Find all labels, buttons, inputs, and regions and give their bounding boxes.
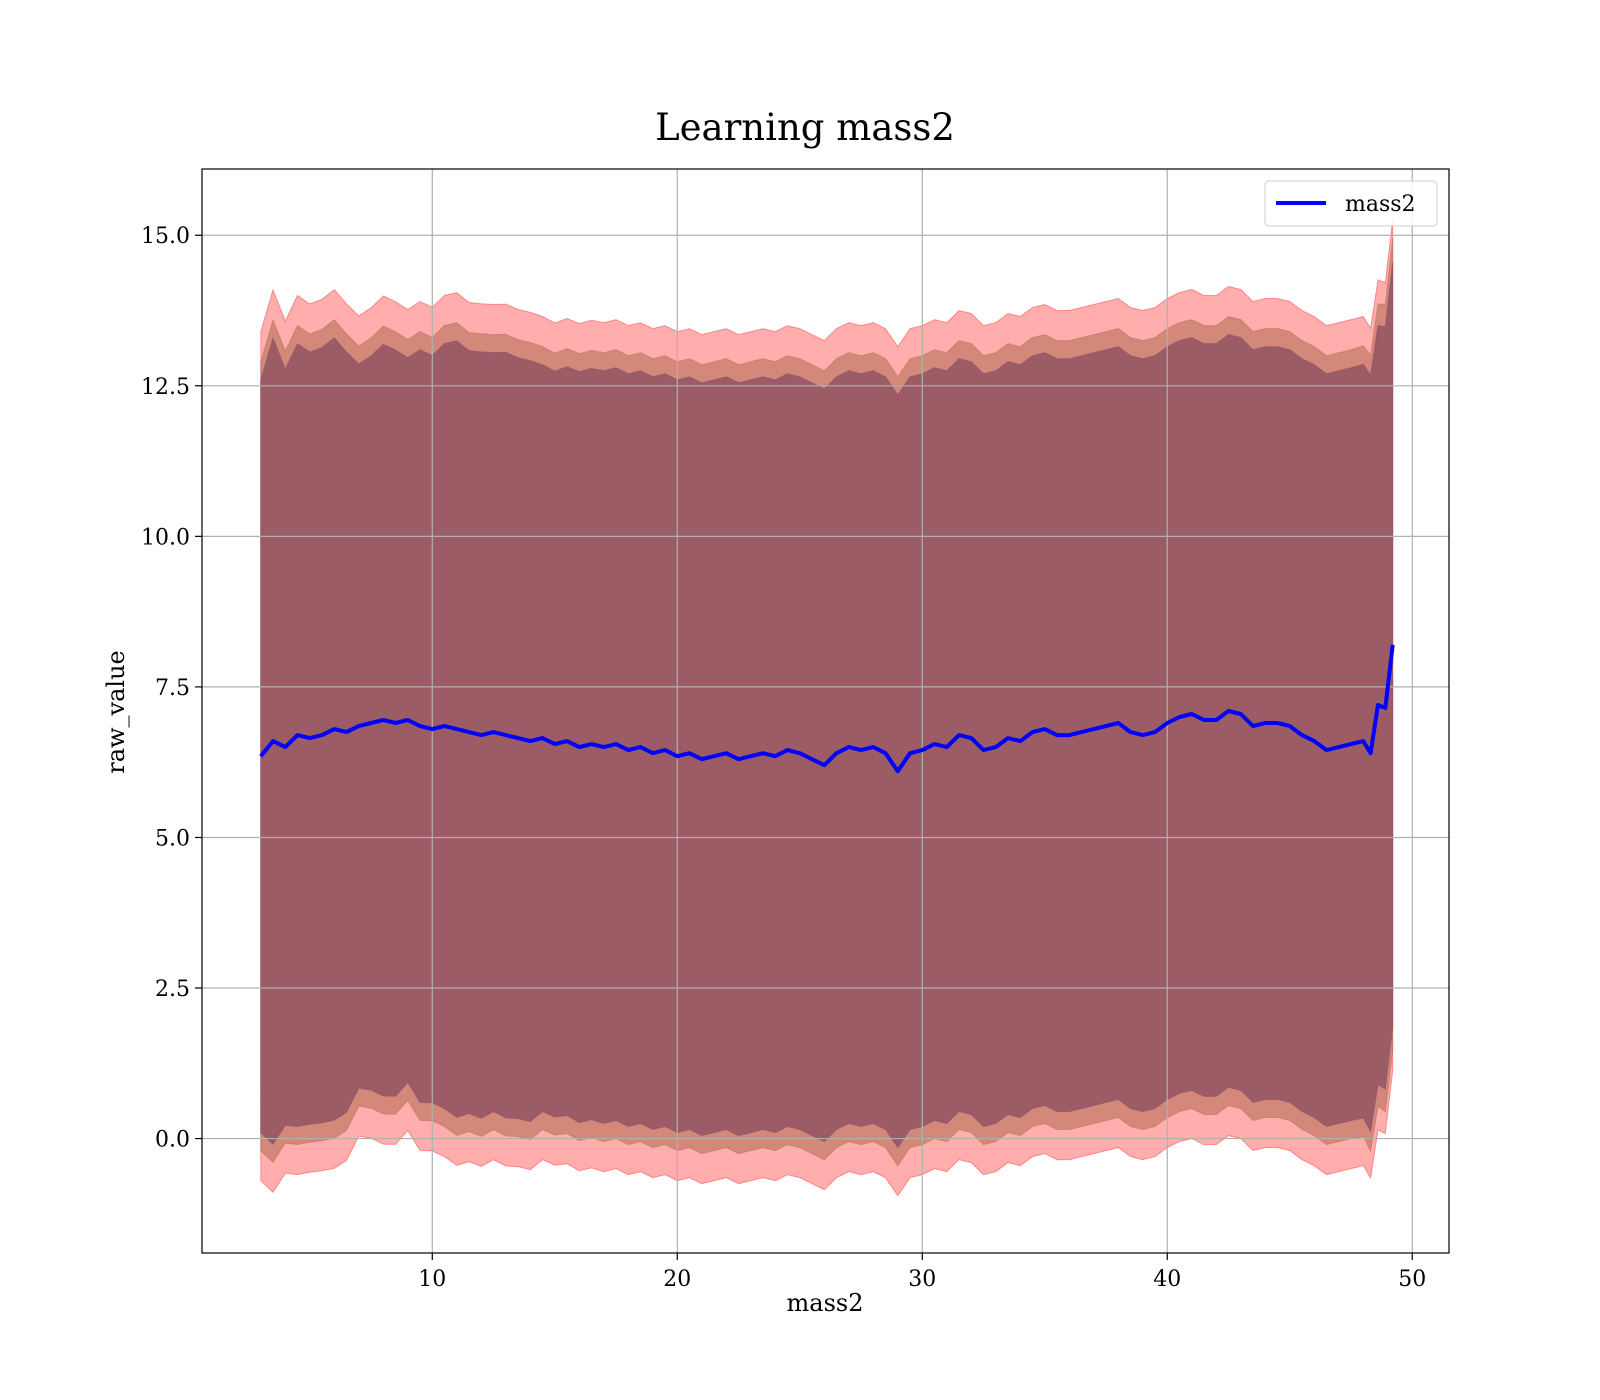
plot-frame <box>201 168 1450 1254</box>
series-layer <box>259 644 1395 774</box>
y-tick-label: 10.0 <box>141 525 190 550</box>
y-ticks: 0.0 2.5 5.0 7.5 10.0 12.5 15.0 <box>141 224 202 1153</box>
y-tick-label: 12.5 <box>141 375 190 400</box>
x-axis-label: mass2 <box>787 1289 864 1317</box>
chart-title: Learning mass2 <box>655 106 955 149</box>
x-tick-label: 10 <box>418 1267 446 1292</box>
y-axis-label: raw_value <box>102 650 130 774</box>
x-tick-label: 30 <box>908 1267 936 1292</box>
x-tick-label: 50 <box>1398 1267 1426 1292</box>
y-tick-label: 15.0 <box>141 224 190 249</box>
y-tick-label: 2.5 <box>155 977 190 1002</box>
legend-box <box>1264 180 1438 227</box>
x-ticks: 10 20 30 40 50 <box>418 1253 1426 1292</box>
confidence-bands <box>260 218 1394 1197</box>
legend: mass2 <box>1264 180 1438 227</box>
band-inner <box>260 262 1394 1149</box>
y-tick-label: 7.5 <box>155 676 190 701</box>
y-tick-label: 0.0 <box>155 1128 190 1153</box>
grid <box>202 169 1449 1253</box>
x-tick-label: 20 <box>663 1267 691 1292</box>
y-tick-label: 5.0 <box>155 826 190 851</box>
x-tick-label: 40 <box>1153 1267 1181 1292</box>
legend-label-mass2: mass2 <box>1345 192 1416 217</box>
